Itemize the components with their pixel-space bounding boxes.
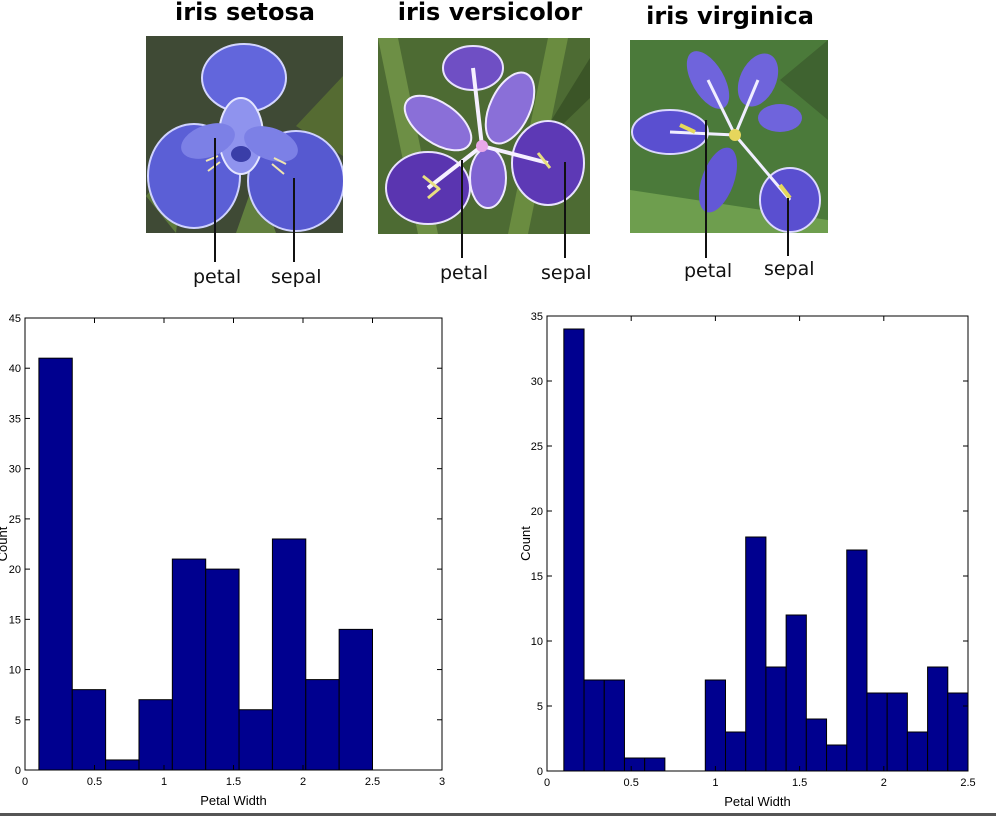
histogram-bar: [927, 666, 949, 772]
histogram-bar: [846, 549, 868, 772]
x-tick-label: 1: [712, 777, 718, 789]
sepal-leader-line-versicolor: [564, 162, 566, 258]
petal-leader-line-setosa: [214, 138, 216, 262]
flower-title-setosa: iris setosa: [175, 0, 315, 26]
histogram-bar: [338, 628, 374, 771]
histogram-bar: [644, 757, 666, 772]
petal-label-versicolor: petal: [440, 262, 489, 284]
histogram-bar: [271, 538, 307, 771]
histogram-bar: [725, 731, 747, 772]
petal-leader-line-versicolor: [461, 160, 463, 258]
petal-leader-line-virginica: [705, 120, 707, 258]
x-tick-label: 2.5: [960, 777, 975, 789]
petal-label-setosa: petal: [193, 266, 242, 288]
sepal-leader-line-virginica: [787, 198, 789, 256]
x-tick-label: 0.5: [87, 776, 102, 788]
sepal-leader-line-setosa: [293, 178, 295, 262]
histogram-bar: [105, 759, 140, 771]
histogram-bar: [205, 568, 240, 771]
y-tick-label: 0: [15, 765, 21, 777]
y-tick-label: 25: [9, 514, 21, 526]
sepal-label-virginica: sepal: [764, 258, 815, 280]
y-tick-label: 15: [9, 614, 21, 626]
y-tick-label: 20: [531, 506, 543, 518]
x-tick-label: 0: [22, 776, 28, 788]
y-axis-label: Count: [0, 526, 10, 561]
x-tick-label: 2.5: [365, 776, 380, 788]
x-tick-label: 1.5: [226, 776, 241, 788]
x-tick-label: 1: [161, 776, 167, 788]
y-tick-label: 5: [537, 701, 543, 713]
y-tick-label: 20: [9, 564, 21, 576]
flower-title-virginica: iris virginica: [646, 2, 814, 30]
histogram-bar: [171, 558, 207, 771]
histogram-bar: [138, 699, 173, 771]
x-tick-label: 0: [544, 777, 550, 789]
histogram-bar: [704, 679, 727, 772]
x-tick-label: 2: [881, 777, 887, 789]
histogram-bar: [745, 536, 767, 772]
x-axis-label: Petal Width: [724, 794, 790, 809]
histogram-bar: [305, 679, 340, 771]
histogram-bar: [826, 744, 848, 772]
histogram-bar: [906, 731, 929, 772]
bottom-divider: [0, 813, 996, 816]
histogram-bar: [866, 692, 888, 772]
x-tick-label: 0.5: [624, 777, 639, 789]
petal-label-virginica: petal: [684, 260, 733, 282]
iris-versicolor-photo: [378, 38, 590, 234]
x-tick-label: 3: [439, 776, 445, 788]
iris-setosa-photo: [146, 36, 343, 233]
sepal-label-versicolor: sepal: [541, 262, 592, 284]
y-axis-label: Count: [518, 526, 533, 561]
y-tick-label: 30: [531, 376, 543, 388]
histogram-bar: [623, 757, 646, 772]
histogram-bar: [947, 692, 969, 772]
histogram-bar: [583, 679, 605, 772]
histogram-bar: [238, 709, 273, 771]
y-tick-label: 25: [531, 441, 543, 453]
histogram-bar: [71, 689, 107, 771]
histogram-bar: [603, 679, 625, 772]
x-tick-label: 1.5: [792, 777, 807, 789]
histogram-bar: [38, 357, 73, 771]
histogram-bar: [805, 718, 828, 772]
y-tick-label: 30: [9, 464, 21, 476]
histogram-bar: [785, 614, 807, 772]
y-tick-label: 10: [9, 665, 21, 677]
y-tick-label: 10: [531, 636, 543, 648]
sepal-label-setosa: sepal: [271, 266, 322, 288]
y-tick-label: 35: [531, 311, 543, 323]
histogram-bar: [563, 328, 585, 772]
iris-virginica-photo: [630, 40, 828, 233]
y-tick-label: 0: [537, 766, 543, 778]
petal-width-histogram-right: 0 0.5 1 1.5 2 2.5 0 5 10 15 20 25 30 35 Petal Width Cou…: [518, 311, 976, 809]
x-tick-label: 2: [300, 776, 306, 788]
y-tick-label: 35: [9, 413, 21, 425]
y-tick-label: 15: [531, 571, 543, 583]
y-tick-label: 5: [15, 715, 21, 727]
y-tick-label: 40: [9, 363, 21, 375]
y-tick-label: 45: [9, 313, 21, 325]
x-axis-label: Petal Width: [200, 793, 266, 808]
flower-title-versicolor: iris versicolor: [397, 0, 583, 26]
histogram-bar: [886, 692, 908, 772]
histogram-bar: [765, 666, 787, 772]
